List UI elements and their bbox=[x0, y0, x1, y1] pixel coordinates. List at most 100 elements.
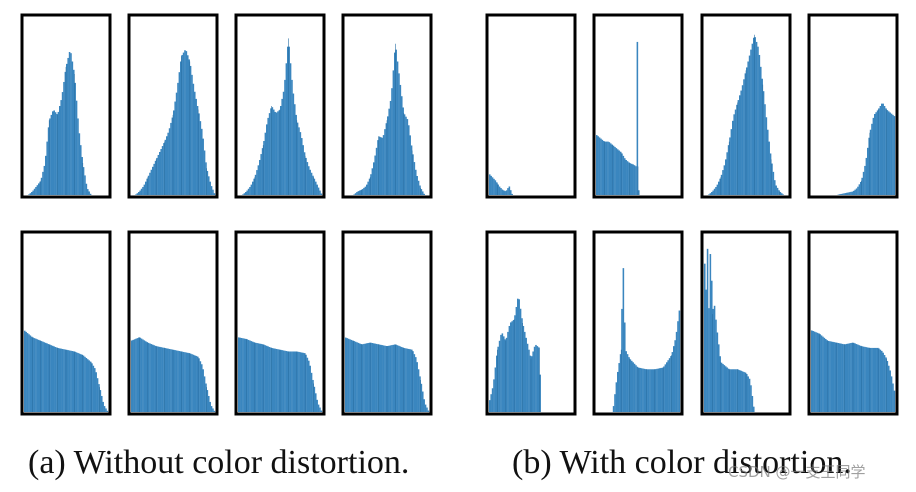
histogram-bar bbox=[422, 391, 424, 412]
histogram-bar bbox=[875, 347, 877, 412]
histogram-bar bbox=[203, 150, 206, 195]
histogram-bar bbox=[305, 157, 307, 195]
histogram-bar bbox=[42, 171, 44, 195]
histogram-bar bbox=[359, 343, 361, 412]
histogram-bar bbox=[140, 188, 143, 195]
histogram-bar bbox=[188, 353, 190, 412]
histogram-bar bbox=[772, 171, 775, 195]
histogram-bar bbox=[631, 163, 633, 195]
histogram-bar bbox=[260, 154, 262, 195]
histogram-bar bbox=[726, 152, 728, 195]
histogram-bar bbox=[308, 360, 310, 412]
histogram-bar bbox=[249, 340, 251, 412]
histogram-bar bbox=[424, 404, 427, 412]
histogram-bar bbox=[605, 141, 608, 195]
histogram-bar bbox=[39, 181, 41, 195]
histogram-bar bbox=[181, 351, 183, 412]
histogram-bar bbox=[720, 174, 723, 195]
histogram-bar bbox=[66, 349, 68, 412]
histogram-bar bbox=[303, 152, 306, 195]
histogram-bar bbox=[78, 353, 81, 412]
histogram-bar bbox=[296, 351, 299, 412]
histogram-bar bbox=[136, 338, 139, 412]
histogram-bar bbox=[758, 54, 761, 195]
histogram-bar bbox=[201, 364, 203, 412]
histogram-bar bbox=[867, 147, 869, 195]
histogram-bar bbox=[614, 394, 616, 412]
histogram-bar bbox=[816, 332, 819, 412]
histogram-bar bbox=[67, 57, 69, 195]
histogram-bar bbox=[868, 347, 870, 412]
histogram-bar bbox=[524, 331, 526, 412]
histogram-bar bbox=[247, 339, 250, 412]
histogram-bar bbox=[743, 371, 745, 412]
histogram-bar bbox=[861, 177, 863, 195]
histogram-bar bbox=[508, 186, 511, 195]
histogram-bar bbox=[722, 363, 724, 412]
histogram-bar bbox=[725, 366, 727, 412]
histogram-bar bbox=[50, 345, 53, 412]
histogram-bar bbox=[612, 406, 615, 412]
histogram-bar bbox=[510, 322, 512, 412]
histogram-bar bbox=[719, 356, 721, 412]
histogram-bar bbox=[210, 186, 213, 195]
histogram-bar bbox=[89, 193, 92, 195]
histogram-bar bbox=[862, 346, 865, 412]
histogram-bar bbox=[56, 114, 58, 195]
histogram-bar bbox=[399, 84, 402, 195]
histogram-bar bbox=[412, 351, 414, 412]
histogram-bar bbox=[295, 114, 297, 195]
panel-frame bbox=[700, 230, 792, 416]
histogram-bar bbox=[621, 153, 623, 195]
histogram-bar bbox=[28, 334, 30, 412]
histogram-bar bbox=[649, 369, 651, 412]
histogram-bar bbox=[768, 141, 770, 195]
histogram-bar bbox=[420, 383, 423, 412]
histogram-bar bbox=[380, 344, 382, 413]
histogram-bar bbox=[751, 43, 754, 196]
histogram-bar bbox=[723, 165, 726, 195]
histogram-bar bbox=[375, 147, 378, 195]
histogram-bar bbox=[70, 53, 72, 195]
histogram-bar bbox=[353, 194, 355, 195]
histogram-bar bbox=[349, 339, 351, 412]
histogram-bar bbox=[261, 148, 264, 195]
histogram-bar bbox=[493, 178, 495, 195]
histogram-bar bbox=[757, 46, 759, 195]
histogram-bar bbox=[99, 390, 102, 412]
histogram-bar bbox=[500, 188, 502, 195]
histogram-bar bbox=[494, 367, 497, 412]
histogram-bar bbox=[356, 342, 358, 412]
histogram-bar bbox=[295, 351, 297, 412]
histogram-bar bbox=[872, 347, 875, 412]
histogram-bar bbox=[242, 338, 244, 412]
histogram-bar bbox=[603, 141, 605, 195]
histogram-bar bbox=[503, 190, 505, 195]
histogram-bar bbox=[514, 315, 516, 412]
histogram-bar bbox=[173, 110, 175, 195]
histogram-bar bbox=[47, 344, 50, 412]
histogram-bar bbox=[45, 155, 47, 195]
histogram-bar bbox=[363, 187, 365, 195]
histogram-bar bbox=[888, 365, 890, 412]
histogram-bar bbox=[409, 349, 411, 412]
histogram-bar bbox=[629, 163, 632, 195]
histogram-bar bbox=[68, 52, 71, 196]
histogram-bar bbox=[727, 368, 730, 412]
histogram-bar bbox=[346, 338, 348, 412]
histogram-bar bbox=[730, 369, 733, 412]
histogram-bar bbox=[661, 367, 664, 412]
histogram-bar bbox=[135, 338, 137, 412]
histogram-bar bbox=[310, 172, 313, 195]
histogram-bar bbox=[52, 111, 54, 195]
histogram-bar bbox=[238, 337, 240, 412]
histogram-bar bbox=[398, 73, 400, 195]
histogram-bar bbox=[374, 343, 376, 412]
histogram-bar bbox=[881, 350, 883, 412]
histogram-bar bbox=[367, 343, 369, 412]
histogram-bar bbox=[54, 112, 57, 195]
histogram-bar bbox=[47, 127, 50, 195]
histogram-bar bbox=[628, 357, 630, 412]
histogram-bar bbox=[71, 61, 74, 195]
histogram-bar bbox=[718, 181, 720, 195]
